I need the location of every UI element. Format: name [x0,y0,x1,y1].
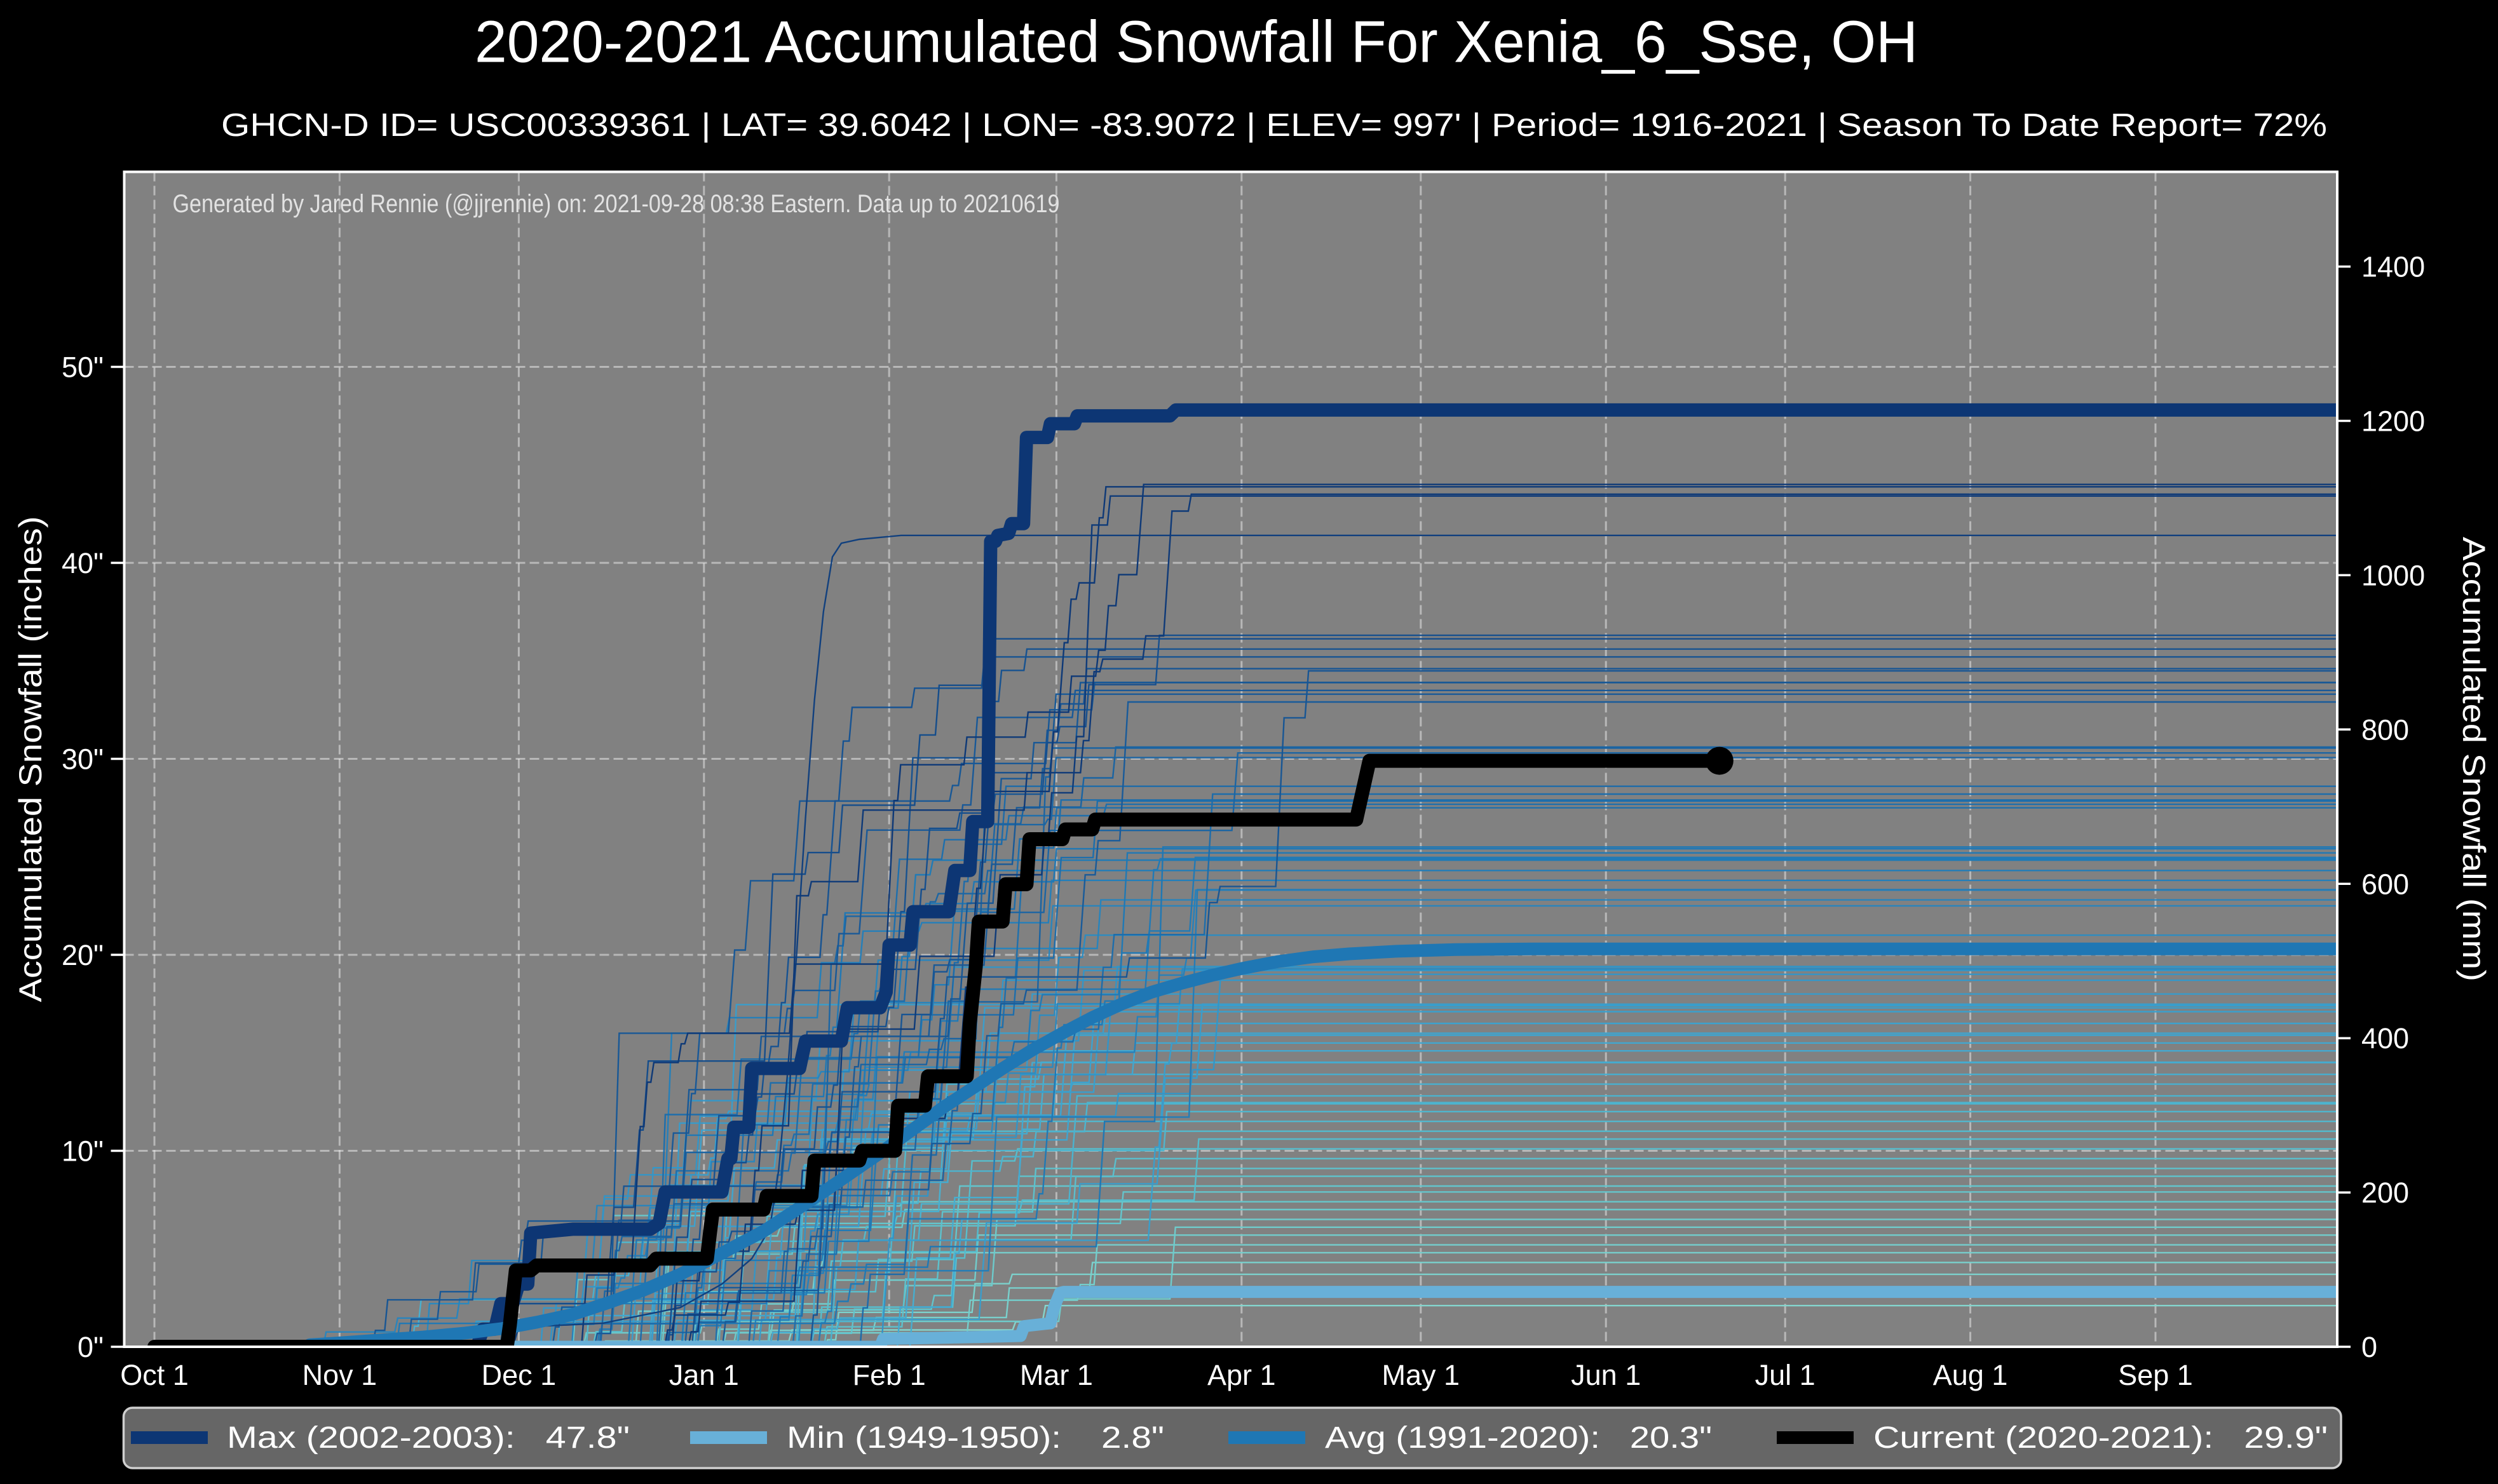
svg-text:50": 50" [62,351,104,384]
svg-text:May 1: May 1 [1382,1359,1460,1391]
svg-text:Apr 1: Apr 1 [1207,1359,1276,1391]
svg-text:1400: 1400 [2361,251,2425,283]
svg-text:Min (1949-1950): 2.8": Min (1949-1950): 2.8" [787,1421,1164,1455]
svg-text:Jun 1: Jun 1 [1571,1359,1641,1391]
svg-text:1200: 1200 [2361,405,2425,438]
svg-text:800: 800 [2361,713,2409,746]
svg-text:Accumulated Snowfall (mm): Accumulated Snowfall (mm) [2456,537,2492,981]
svg-text:Avg (1991-2020): 20.3": Avg (1991-2020): 20.3" [1325,1421,1712,1455]
svg-text:Generated by Jared Rennie (@jj: Generated by Jared Rennie (@jjrennie) on… [173,190,1060,218]
svg-text:400: 400 [2361,1022,2409,1055]
svg-text:20": 20" [62,939,104,971]
svg-text:Aug 1: Aug 1 [1933,1359,2008,1391]
svg-text:Jul 1: Jul 1 [1755,1359,1816,1391]
svg-text:0: 0 [2361,1331,2377,1363]
svg-text:30": 30" [62,743,104,776]
svg-text:2020-2021 Accumulated Snowfall: 2020-2021 Accumulated Snowfall For Xenia… [475,9,1918,75]
svg-text:0": 0" [78,1331,104,1363]
svg-text:1000: 1000 [2361,559,2425,591]
svg-text:Mar 1: Mar 1 [1020,1359,1093,1391]
svg-text:Sep 1: Sep 1 [2118,1359,2193,1391]
svg-text:200: 200 [2361,1177,2409,1209]
svg-text:Oct 1: Oct 1 [120,1359,189,1391]
svg-text:Accumulated Snowfall (inches): Accumulated Snowfall (inches) [13,516,48,1002]
svg-text:Feb 1: Feb 1 [853,1359,926,1391]
svg-text:10": 10" [62,1135,104,1168]
svg-text:Nov 1: Nov 1 [302,1359,377,1391]
svg-text:Jan 1: Jan 1 [669,1359,739,1391]
svg-text:40": 40" [62,547,104,579]
svg-text:600: 600 [2361,868,2409,900]
svg-text:GHCN-D ID= USC00339361 | LAT=: GHCN-D ID= USC00339361 | LAT= 39.6042 | … [221,107,2327,143]
svg-text:Max (2002-2003): 47.8": Max (2002-2003): 47.8" [227,1421,630,1455]
svg-text:Dec 1: Dec 1 [482,1359,557,1391]
svg-text:Current (2020-2021): 29.9": Current (2020-2021): 29.9" [1873,1421,2328,1455]
